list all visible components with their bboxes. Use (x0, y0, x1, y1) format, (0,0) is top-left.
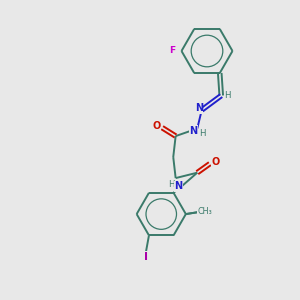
Text: H: H (168, 180, 174, 189)
Text: F: F (169, 46, 175, 55)
Text: I: I (144, 252, 148, 262)
Text: N: N (195, 103, 203, 113)
Text: O: O (153, 121, 161, 131)
Text: CH₃: CH₃ (197, 207, 212, 216)
Text: H: H (225, 91, 231, 100)
Text: H: H (200, 130, 206, 139)
Text: O: O (211, 157, 219, 167)
Text: N: N (174, 182, 182, 191)
Text: N: N (189, 126, 197, 136)
